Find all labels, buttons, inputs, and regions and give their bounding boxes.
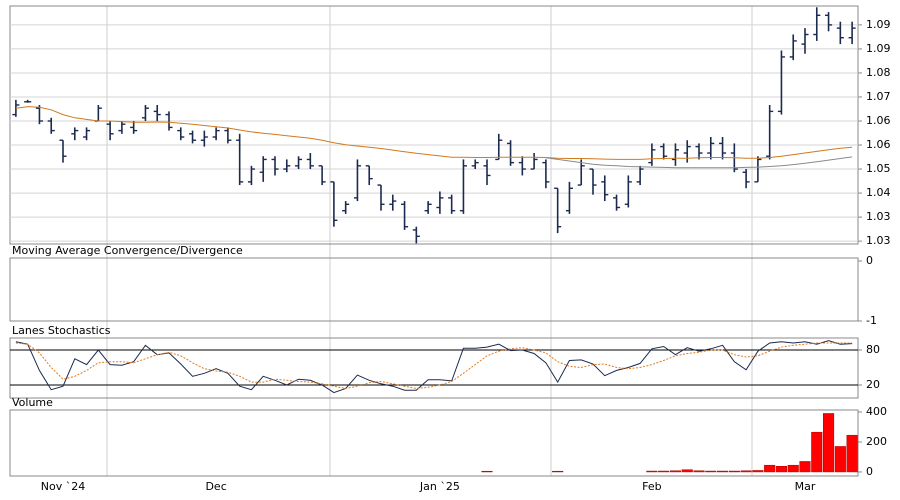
y-tick-label: 0 xyxy=(866,254,873,267)
panel-title: Lanes Stochastics xyxy=(12,324,111,337)
x-tick-label: Dec xyxy=(205,480,226,493)
y-tick-label: 1.07 xyxy=(866,90,891,103)
volume-bar xyxy=(834,446,846,473)
y-tick-label: 1.09 xyxy=(866,42,891,55)
volume-bar xyxy=(740,470,752,473)
volume-bar xyxy=(728,470,740,473)
volume-bar xyxy=(846,434,858,473)
volume-bar xyxy=(669,470,681,473)
panel-title: Moving Average Convergence/Divergence xyxy=(12,244,243,257)
panel-frame xyxy=(9,5,859,245)
series-line xyxy=(15,342,853,390)
y-tick-label: 1.06 xyxy=(866,114,891,127)
volume-bar xyxy=(658,470,670,473)
panel-frame xyxy=(9,337,859,399)
series-line xyxy=(15,106,853,160)
volume-bar xyxy=(681,469,693,473)
y-tick-label: 1.04 xyxy=(866,186,891,199)
panel-title: Volume xyxy=(12,396,53,409)
panel-frame xyxy=(9,257,859,322)
volume-bar xyxy=(823,413,835,473)
y-tick-label: 1.03 xyxy=(866,210,891,223)
volume-bar xyxy=(481,470,493,473)
y-tick-label: 80 xyxy=(866,343,880,356)
volume-bar xyxy=(717,470,729,473)
y-tick-label: 400 xyxy=(866,405,887,418)
volume-bar xyxy=(775,466,787,473)
y-tick-label: 20 xyxy=(866,378,880,391)
y-tick-label: -1 xyxy=(866,314,877,327)
volume-bar xyxy=(764,464,776,473)
x-tick-label: Feb xyxy=(642,480,661,493)
y-tick-label: 1.05 xyxy=(866,162,891,175)
volume-bar xyxy=(693,470,705,473)
volume-bar xyxy=(646,470,658,473)
x-tick-label: Mar xyxy=(795,480,816,493)
series-line xyxy=(15,340,853,394)
volume-bar xyxy=(787,464,799,473)
volume-bar xyxy=(705,470,717,473)
volume-bar xyxy=(752,470,764,473)
volume-bar xyxy=(811,431,823,473)
y-tick-label: 0 xyxy=(866,465,873,478)
y-tick-label: 1.08 xyxy=(866,66,891,79)
volume-bar xyxy=(552,470,564,473)
volume-bar xyxy=(799,461,811,473)
x-tick-label: Nov `24 xyxy=(41,480,85,493)
series-line xyxy=(545,156,853,169)
x-tick-label: Jan `25 xyxy=(419,480,460,493)
panel-frame xyxy=(9,409,859,477)
y-tick-label: 1.03 xyxy=(866,234,891,247)
y-tick-label: 1.06 xyxy=(866,138,891,151)
y-tick-label: 200 xyxy=(866,435,887,448)
y-tick-label: 1.09 xyxy=(866,18,891,31)
